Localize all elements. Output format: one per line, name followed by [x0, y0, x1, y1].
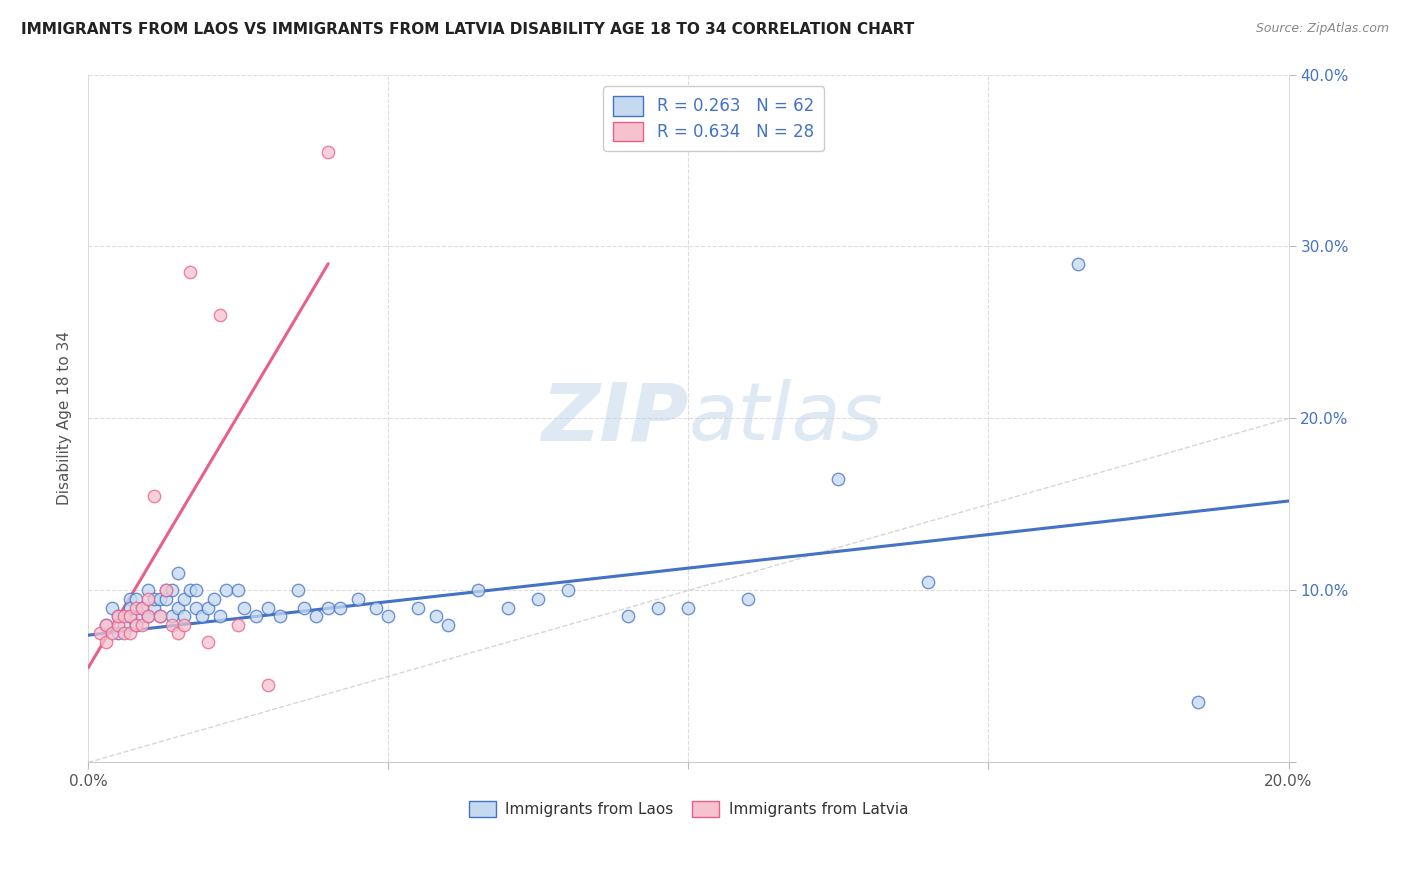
- Point: [143, 600, 166, 615]
- Point: [167, 626, 190, 640]
- Y-axis label: Disability Age 18 to 34: Disability Age 18 to 34: [58, 332, 72, 506]
- Point: [197, 635, 219, 649]
- Point: [179, 265, 201, 279]
- Point: [173, 592, 195, 607]
- Point: [107, 609, 129, 624]
- Point: [131, 600, 153, 615]
- Point: [131, 618, 153, 632]
- Point: [329, 600, 352, 615]
- Point: [202, 592, 225, 607]
- Point: [107, 626, 129, 640]
- Point: [107, 618, 129, 632]
- Point: [167, 566, 190, 581]
- Point: [112, 609, 135, 624]
- Point: [1067, 257, 1090, 271]
- Point: [209, 609, 232, 624]
- Point: [197, 600, 219, 615]
- Point: [89, 626, 111, 640]
- Point: [425, 609, 447, 624]
- Point: [155, 583, 177, 598]
- Point: [173, 618, 195, 632]
- Point: [143, 592, 166, 607]
- Point: [179, 583, 201, 598]
- Point: [136, 592, 159, 607]
- Point: [167, 600, 190, 615]
- Point: [316, 600, 339, 615]
- Point: [406, 600, 429, 615]
- Point: [149, 609, 172, 624]
- Point: [737, 592, 759, 607]
- Point: [96, 618, 118, 632]
- Point: [120, 609, 142, 624]
- Point: [125, 600, 148, 615]
- Text: Source: ZipAtlas.com: Source: ZipAtlas.com: [1256, 22, 1389, 36]
- Point: [173, 609, 195, 624]
- Point: [120, 626, 142, 640]
- Point: [136, 609, 159, 624]
- Point: [96, 618, 118, 632]
- Point: [160, 609, 183, 624]
- Point: [557, 583, 579, 598]
- Point: [257, 678, 280, 692]
- Point: [120, 609, 142, 624]
- Point: [149, 609, 172, 624]
- Legend: Immigrants from Laos, Immigrants from Latvia: Immigrants from Laos, Immigrants from La…: [463, 796, 914, 823]
- Point: [131, 600, 153, 615]
- Point: [125, 618, 148, 632]
- Point: [917, 574, 939, 589]
- Point: [136, 583, 159, 598]
- Point: [617, 609, 640, 624]
- Point: [120, 600, 142, 615]
- Point: [101, 600, 124, 615]
- Point: [191, 609, 214, 624]
- Point: [155, 592, 177, 607]
- Point: [377, 609, 399, 624]
- Point: [226, 618, 249, 632]
- Point: [233, 600, 256, 615]
- Point: [136, 609, 159, 624]
- Point: [160, 618, 183, 632]
- Point: [305, 609, 328, 624]
- Point: [112, 626, 135, 640]
- Point: [498, 600, 520, 615]
- Point: [437, 618, 460, 632]
- Text: atlas: atlas: [689, 379, 883, 458]
- Point: [245, 609, 267, 624]
- Point: [226, 583, 249, 598]
- Point: [257, 600, 280, 615]
- Point: [647, 600, 669, 615]
- Point: [209, 308, 232, 322]
- Point: [215, 583, 238, 598]
- Point: [269, 609, 291, 624]
- Text: IMMIGRANTS FROM LAOS VS IMMIGRANTS FROM LATVIA DISABILITY AGE 18 TO 34 CORRELATI: IMMIGRANTS FROM LAOS VS IMMIGRANTS FROM …: [21, 22, 914, 37]
- Point: [96, 635, 118, 649]
- Text: ZIP: ZIP: [541, 379, 689, 458]
- Point: [1187, 695, 1209, 709]
- Point: [347, 592, 370, 607]
- Point: [112, 618, 135, 632]
- Point: [186, 583, 208, 598]
- Point: [155, 583, 177, 598]
- Point: [131, 609, 153, 624]
- Point: [143, 489, 166, 503]
- Point: [292, 600, 315, 615]
- Point: [316, 145, 339, 159]
- Point: [678, 600, 700, 615]
- Point: [149, 592, 172, 607]
- Point: [120, 592, 142, 607]
- Point: [160, 583, 183, 598]
- Point: [101, 626, 124, 640]
- Point: [827, 472, 849, 486]
- Point: [125, 618, 148, 632]
- Point: [527, 592, 550, 607]
- Point: [467, 583, 489, 598]
- Point: [287, 583, 309, 598]
- Point: [186, 600, 208, 615]
- Point: [366, 600, 388, 615]
- Point: [107, 609, 129, 624]
- Point: [125, 592, 148, 607]
